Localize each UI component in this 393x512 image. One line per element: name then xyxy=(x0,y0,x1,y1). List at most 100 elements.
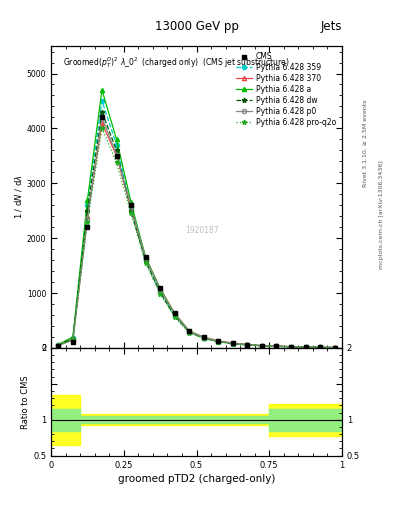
CMS xyxy=(274,343,279,349)
Pythia 6.428 a xyxy=(245,342,250,348)
CMS xyxy=(318,344,323,350)
Pythia 6.428 p0 xyxy=(274,343,279,349)
Pythia 6.428 370 xyxy=(100,120,105,126)
Pythia 6.428 dw xyxy=(216,338,221,345)
CMS xyxy=(231,340,235,346)
Pythia 6.428 pro-q2o xyxy=(274,344,279,350)
CMS xyxy=(71,339,75,346)
Pythia 6.428 dw xyxy=(274,343,279,349)
Pythia 6.428 a xyxy=(85,197,90,203)
Line: Pythia 6.428 a: Pythia 6.428 a xyxy=(56,88,337,350)
Pythia 6.428 p0 xyxy=(303,344,308,350)
Text: 1920187: 1920187 xyxy=(185,226,219,235)
Pythia 6.428 p0 xyxy=(114,152,119,158)
CMS xyxy=(114,153,119,159)
Line: Pythia 6.428 p0: Pythia 6.428 p0 xyxy=(56,115,337,350)
Pythia 6.428 p0 xyxy=(129,203,134,209)
Pythia 6.428 p0 xyxy=(158,287,163,293)
Pythia 6.428 pro-q2o xyxy=(129,210,134,217)
Pythia 6.428 dw xyxy=(56,342,61,348)
Pythia 6.428 pro-q2o xyxy=(303,344,308,350)
Pythia 6.428 dw xyxy=(303,344,308,350)
Pythia 6.428 359 xyxy=(71,335,75,341)
Pythia 6.428 359 xyxy=(245,342,250,348)
Pythia 6.428 dw xyxy=(129,208,134,214)
Pythia 6.428 359 xyxy=(100,98,105,104)
Pythia 6.428 p0 xyxy=(318,344,323,350)
CMS xyxy=(129,202,134,208)
Pythia 6.428 a xyxy=(129,199,134,205)
CMS xyxy=(289,344,294,350)
Pythia 6.428 359 xyxy=(274,343,279,349)
Pythia 6.428 p0 xyxy=(71,337,75,343)
Pythia 6.428 370 xyxy=(260,343,264,349)
Pythia 6.428 a xyxy=(318,344,323,350)
CMS xyxy=(202,334,206,340)
Pythia 6.428 dw xyxy=(173,313,177,319)
Pythia 6.428 pro-q2o xyxy=(216,339,221,345)
Pythia 6.428 359 xyxy=(289,344,294,350)
Pythia 6.428 pro-q2o xyxy=(85,219,90,225)
Pythia 6.428 a xyxy=(187,328,192,334)
Pythia 6.428 pro-q2o xyxy=(187,330,192,336)
Pythia 6.428 p0 xyxy=(85,216,90,222)
Pythia 6.428 359 xyxy=(318,344,323,350)
Pythia 6.428 p0 xyxy=(56,343,61,349)
Pythia 6.428 a xyxy=(274,343,279,349)
Pythia 6.428 370 xyxy=(114,153,119,159)
Pythia 6.428 359 xyxy=(332,345,337,351)
Pythia 6.428 370 xyxy=(303,344,308,350)
Pythia 6.428 pro-q2o xyxy=(158,291,163,297)
Pythia 6.428 dw xyxy=(332,345,337,351)
Pythia 6.428 dw xyxy=(100,109,105,115)
Pythia 6.428 pro-q2o xyxy=(289,344,294,350)
Y-axis label: 1 / $\mathrm{d}N$ / $\mathrm{d}\lambda$: 1 / $\mathrm{d}N$ / $\mathrm{d}\lambda$ xyxy=(13,175,24,219)
Pythia 6.428 359 xyxy=(216,338,221,345)
Pythia 6.428 p0 xyxy=(332,345,337,351)
Pythia 6.428 pro-q2o xyxy=(260,343,264,349)
Pythia 6.428 pro-q2o xyxy=(202,335,206,342)
Pythia 6.428 dw xyxy=(231,340,235,347)
Pythia 6.428 370 xyxy=(71,336,75,342)
Pythia 6.428 370 xyxy=(245,342,250,348)
Pythia 6.428 370 xyxy=(274,343,279,349)
CMS xyxy=(245,342,250,348)
Line: CMS: CMS xyxy=(56,115,337,350)
Pythia 6.428 359 xyxy=(114,142,119,148)
Line: Pythia 6.428 dw: Pythia 6.428 dw xyxy=(56,110,337,350)
Pythia 6.428 pro-q2o xyxy=(318,345,323,351)
Pythia 6.428 dw xyxy=(158,289,163,295)
Pythia 6.428 370 xyxy=(231,340,235,346)
Pythia 6.428 a xyxy=(289,344,294,350)
Pythia 6.428 a xyxy=(158,286,163,292)
Pythia 6.428 p0 xyxy=(231,340,235,347)
Pythia 6.428 359 xyxy=(129,205,134,211)
Line: Pythia 6.428 pro-q2o: Pythia 6.428 pro-q2o xyxy=(56,126,337,350)
Pythia 6.428 359 xyxy=(158,289,163,295)
Text: mcplots.cern.ch [arXiv:1306.3436]: mcplots.cern.ch [arXiv:1306.3436] xyxy=(379,161,384,269)
Pythia 6.428 dw xyxy=(85,208,90,214)
Pythia 6.428 359 xyxy=(303,344,308,350)
Pythia 6.428 370 xyxy=(85,213,90,219)
Pythia 6.428 a xyxy=(56,342,61,348)
Pythia 6.428 370 xyxy=(202,334,206,340)
Pythia 6.428 359 xyxy=(202,335,206,341)
Line: Pythia 6.428 359: Pythia 6.428 359 xyxy=(56,99,337,350)
CMS xyxy=(216,338,221,344)
Pythia 6.428 pro-q2o xyxy=(332,345,337,351)
Pythia 6.428 a xyxy=(173,310,177,316)
Pythia 6.428 dw xyxy=(71,335,75,342)
Pythia 6.428 370 xyxy=(216,338,221,344)
CMS xyxy=(260,343,264,349)
Pythia 6.428 a xyxy=(303,344,308,350)
Pythia 6.428 370 xyxy=(318,344,323,350)
CMS xyxy=(85,224,90,230)
Pythia 6.428 dw xyxy=(245,342,250,348)
Pythia 6.428 pro-q2o xyxy=(100,125,105,132)
CMS xyxy=(158,285,163,291)
Pythia 6.428 370 xyxy=(332,345,337,351)
Pythia 6.428 370 xyxy=(187,328,192,334)
Pythia 6.428 pro-q2o xyxy=(173,314,177,320)
Pythia 6.428 dw xyxy=(187,329,192,335)
Pythia 6.428 359 xyxy=(85,202,90,208)
